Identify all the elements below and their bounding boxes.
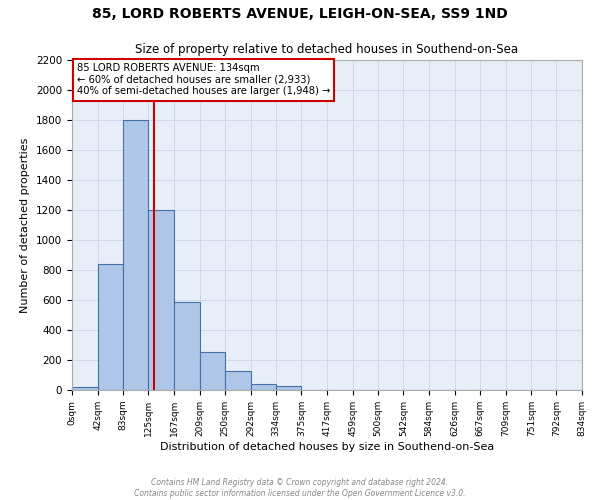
Bar — [225, 371, 251, 390]
Text: 85 LORD ROBERTS AVENUE: 134sqm
← 60% of detached houses are smaller (2,933)
40% : 85 LORD ROBERTS AVENUE: 134sqm ← 60% of … — [77, 64, 331, 96]
Bar — [98, 264, 123, 390]
Bar — [174, 302, 200, 390]
Text: Contains HM Land Registry data © Crown copyright and database right 2024.
Contai: Contains HM Land Registry data © Crown c… — [134, 478, 466, 498]
X-axis label: Distribution of detached houses by size in Southend-on-Sea: Distribution of detached houses by size … — [160, 442, 494, 452]
Bar — [123, 120, 148, 390]
Bar — [148, 210, 174, 390]
Bar — [276, 386, 301, 390]
Y-axis label: Number of detached properties: Number of detached properties — [20, 138, 31, 312]
Title: Size of property relative to detached houses in Southend-on-Sea: Size of property relative to detached ho… — [136, 43, 518, 56]
Bar — [251, 384, 276, 390]
Bar — [200, 352, 225, 390]
Bar — [72, 387, 98, 390]
Text: 85, LORD ROBERTS AVENUE, LEIGH-ON-SEA, SS9 1ND: 85, LORD ROBERTS AVENUE, LEIGH-ON-SEA, S… — [92, 8, 508, 22]
